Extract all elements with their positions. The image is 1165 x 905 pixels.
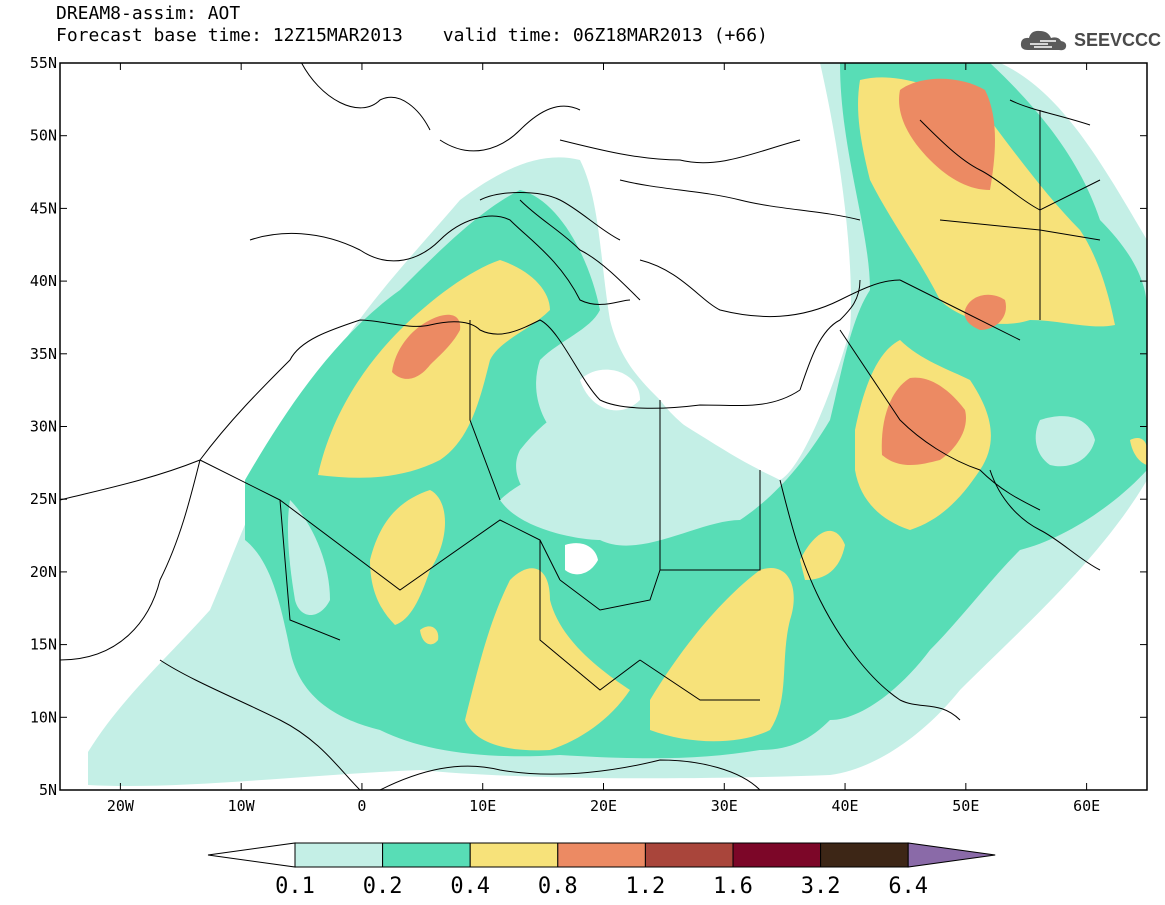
lat-tick-label: 55N xyxy=(30,54,57,72)
lon-tick-label: 60E xyxy=(1073,797,1100,815)
lat-tick-label: 40N xyxy=(30,272,57,290)
map-title: DREAM8-assim: AOT xyxy=(56,3,241,24)
lon-tick-label: 10E xyxy=(469,797,496,815)
colorbar-label: 3.2 xyxy=(801,874,841,899)
cloud-icon xyxy=(1020,30,1067,51)
aot-level-0.4 xyxy=(318,77,1147,751)
colorbar-swatch xyxy=(644,842,734,868)
colorbar-label: 6.4 xyxy=(888,874,928,899)
colorbar-swatch xyxy=(382,842,471,868)
lat-tick-label: 45N xyxy=(30,199,57,217)
lat-tick-label: 25N xyxy=(30,490,57,508)
logo-text: SEEVCCC xyxy=(1074,29,1162,50)
colorbar-under-arrow xyxy=(207,842,296,868)
lat-tick-label: 50N xyxy=(30,127,57,145)
colorbar-swatch xyxy=(469,842,559,868)
lat-tick-label: 10N xyxy=(30,708,57,726)
colorbar-swatch xyxy=(732,842,822,868)
time-line: Forecast base time: 12Z15MAR2013 valid ti… xyxy=(56,26,768,46)
latitude-axis: 55N 50N 45N 40N 35N 30N 25N 20N 15N 10N 5N xyxy=(30,54,1147,799)
colorbar: 0.1 0.2 0.4 0.8 1.2 1.6 3.2 6.4 xyxy=(207,842,996,899)
colorbar-label: 0.4 xyxy=(450,874,490,899)
coastlines-and-borders xyxy=(60,63,1101,790)
lon-tick-label: 50E xyxy=(952,797,979,815)
aot-level-0.8 xyxy=(392,78,1006,465)
colorbar-label: 0.2 xyxy=(363,874,403,899)
lat-tick-label: 15N xyxy=(30,636,57,654)
lon-tick-label: 40E xyxy=(832,797,859,815)
longitude-axis: 20W 10W 0 10E 20E 30E 40E 50E 60E xyxy=(107,63,1100,815)
colorbar-swatch xyxy=(294,842,384,868)
lon-tick-label: 0 xyxy=(357,797,366,815)
lon-tick-label: 10W xyxy=(228,797,256,815)
colorbar-over-arrow xyxy=(907,842,996,868)
lat-tick-label: 35N xyxy=(30,345,57,363)
aot-level-0.1-inner xyxy=(287,369,1095,615)
lat-tick-label: 30N xyxy=(30,418,57,436)
colorbar-label: 1.6 xyxy=(713,874,753,899)
colorbar-swatch xyxy=(557,842,646,868)
lat-tick-label: 20N xyxy=(30,563,57,581)
colorbar-swatch xyxy=(820,842,909,868)
valid-time: valid time: 06Z18MAR2013 (+66) xyxy=(442,25,768,46)
lat-tick-label: 5N xyxy=(39,781,57,799)
seevccc-logo: SEEVCCC xyxy=(1018,26,1161,54)
lon-tick-label: 20E xyxy=(590,797,617,815)
colorbar-label: 1.2 xyxy=(626,874,666,899)
aot-contour-fields xyxy=(88,63,1147,787)
lon-tick-label: 30E xyxy=(711,797,738,815)
lon-tick-label: 20W xyxy=(107,797,135,815)
colorbar-label: 0.8 xyxy=(538,874,578,899)
base-time: Forecast base time: 12Z15MAR2013 xyxy=(56,25,403,46)
colorbar-label: 0.1 xyxy=(275,874,315,899)
